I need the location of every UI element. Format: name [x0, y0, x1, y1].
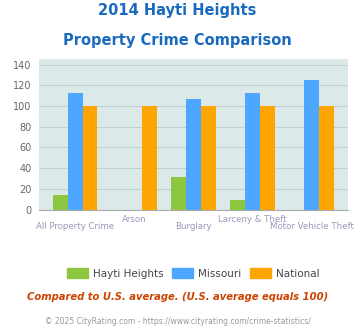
Bar [245, 92, 260, 210]
Bar [260, 106, 275, 210]
Bar [230, 200, 245, 210]
Bar [142, 106, 157, 210]
Bar [68, 92, 83, 210]
Bar [201, 106, 215, 210]
Text: 2014 Hayti Heights: 2014 Hayti Heights [98, 3, 257, 18]
Legend: Hayti Heights, Missouri, National: Hayti Heights, Missouri, National [63, 264, 324, 283]
Text: Motor Vehicle Theft: Motor Vehicle Theft [270, 222, 354, 231]
Bar [171, 178, 186, 210]
Text: © 2025 CityRating.com - https://www.cityrating.com/crime-statistics/: © 2025 CityRating.com - https://www.city… [45, 317, 310, 326]
Bar [53, 195, 68, 210]
Text: All Property Crime: All Property Crime [36, 222, 114, 231]
Text: Burglary: Burglary [175, 222, 212, 231]
Text: Arson: Arson [122, 215, 147, 224]
Bar [83, 106, 97, 210]
Bar [304, 80, 319, 210]
Bar [319, 106, 334, 210]
Text: Larceny & Theft: Larceny & Theft [218, 215, 287, 224]
Bar [186, 99, 201, 210]
Text: Property Crime Comparison: Property Crime Comparison [63, 33, 292, 48]
Text: Compared to U.S. average. (U.S. average equals 100): Compared to U.S. average. (U.S. average … [27, 292, 328, 302]
